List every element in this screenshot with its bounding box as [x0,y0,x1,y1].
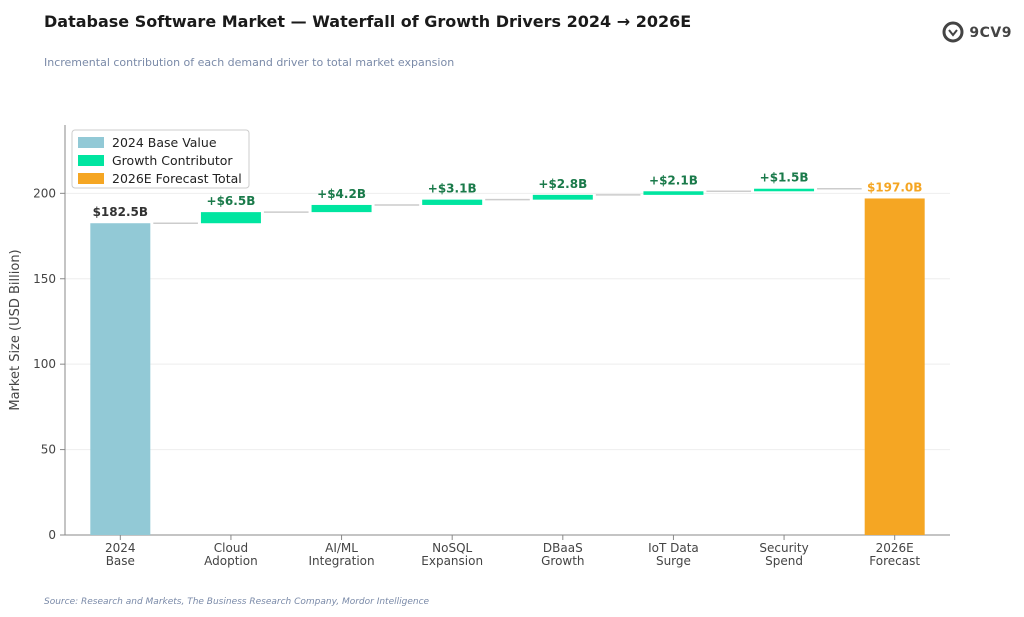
data-label: +$2.1B [649,173,698,187]
legend-label: 2026E Forecast Total [112,171,242,186]
x-tick-label: Integration [309,554,375,568]
y-tick-label: 200 [33,186,56,200]
x-tick-label: Expansion [421,554,483,568]
data-label: +$2.8B [538,177,587,191]
x-tick-label: Surge [656,554,691,568]
data-label: +$1.5B [760,171,809,185]
logo-mark-icon [942,21,964,43]
bar-layer [90,187,925,536]
bar-total [864,198,925,536]
data-label: +$6.5B [207,194,256,208]
y-tick-label: 50 [41,443,56,457]
grid-layer [65,192,950,451]
data-label: +$4.2B [317,187,366,201]
legend-swatch [78,173,104,184]
x-tick-label: DBaaS [543,541,583,555]
logo-text: 9CV9 [969,25,1012,41]
chart-title: Database Software Market — Waterfall of … [44,12,692,31]
data-label: $182.5B [93,205,148,219]
x-tick-label: Base [106,554,135,568]
x-tick-label: NoSQL [432,541,472,555]
axis-layer: 0 50 100 150 200 Market Size (USD Billion) 202… [8,125,950,568]
bar-growth [643,191,704,195]
x-tick-label: 2024 [105,541,136,555]
data-label: +$3.1B [428,182,477,196]
bar-growth [754,188,815,192]
legend-box [71,129,250,189]
x-tick-label: AI/ML [325,541,358,555]
legend-swatch [78,137,104,148]
bar-growth [532,194,593,200]
bar-growth [311,204,372,213]
legend-label: Growth Contributor [112,153,233,168]
y-tick-label: 150 [33,272,56,286]
x-tick-label: IoT Data [648,541,699,555]
bar-base [90,223,151,535]
x-tick-label: Cloud [214,541,248,555]
bar-growth [200,212,261,224]
x-tick-label: Growth [541,554,584,568]
bar-growth [422,199,483,205]
x-tick-label: Forecast [869,554,920,568]
y-tick-label: 100 [33,357,56,371]
legend: 2024 Base Value Growth Contributor 2026E F… [71,129,250,189]
x-tick-label: Security [759,541,808,555]
label-layer: $182.5B +$6.5B +$4.2B +$3.1B +$2.8B +$2.1B +$1… [93,171,923,220]
x-tick-label: Adoption [204,554,258,568]
y-tick-label: 0 [48,528,56,542]
x-tick-label: 2026E [876,541,914,555]
legend-swatch [78,155,104,166]
y-axis-title: Market Size (USD Billion) [8,249,23,410]
chart-subtitle: Incremental contribution of each demand … [44,56,455,69]
source-note: Source: Research and Markets, The Busine… [44,597,430,607]
brand-logo: 9CV9 [941,20,1012,46]
x-tick-label: Spend [765,554,803,568]
data-label: $197.0B [867,180,922,194]
legend-label: 2024 Base Value [112,135,217,150]
